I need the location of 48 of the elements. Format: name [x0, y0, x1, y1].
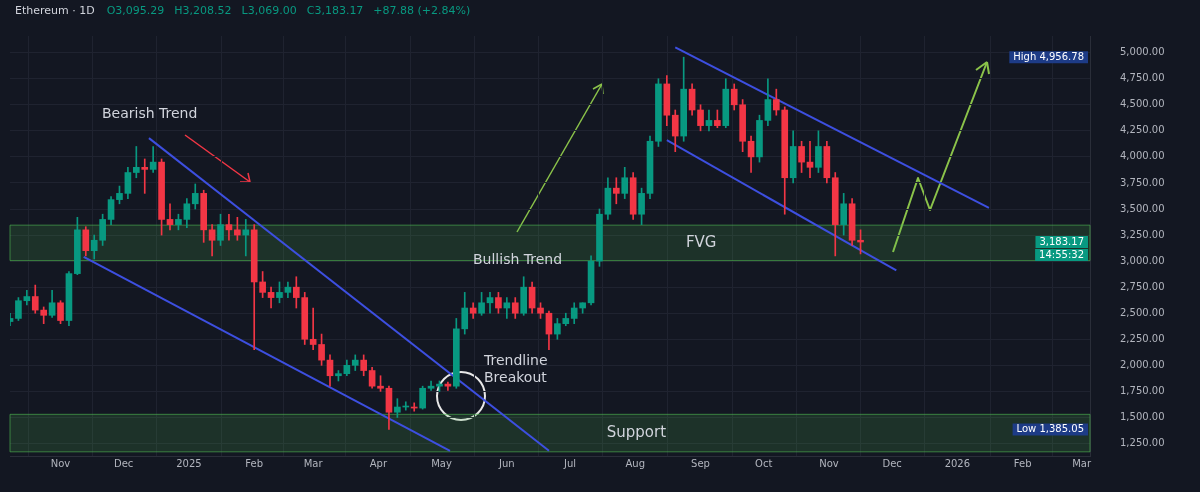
annotation: 3,183.17 — [1039, 235, 1084, 247]
y-tick-label: 4,750.00 — [1120, 72, 1165, 84]
x-tick-label: Nov — [50, 457, 71, 469]
x-tick-label: Oct — [755, 457, 773, 469]
x-tick-label: Sep — [691, 457, 710, 469]
x-tick-label: May — [431, 457, 452, 469]
y-tick-label: 1,250.00 — [1120, 437, 1165, 449]
text: H3,208.52 — [174, 3, 232, 17]
annotation: 14:55:32 — [1039, 248, 1085, 260]
x-tick-label: Mar — [303, 457, 324, 469]
annotation: Trendline Breakout — [483, 351, 548, 385]
x-tick-label: Dec — [114, 457, 134, 469]
band-label: Support — [606, 422, 667, 441]
band-label: FVG — [685, 232, 717, 251]
x-tick-label: Jun — [498, 457, 515, 469]
x-tick-label: 2026 — [944, 457, 971, 469]
text: C3,183.17 — [306, 3, 364, 17]
annotation: Low 1,385.05 — [1016, 423, 1084, 435]
y-tick-label: 4,000.00 — [1120, 150, 1165, 162]
annotation: Bullish Trend — [473, 250, 563, 267]
y-tick-label: 1,500.00 — [1120, 411, 1165, 423]
x-tick-label: Feb — [245, 457, 264, 469]
y-tick-label: 3,750.00 — [1120, 176, 1165, 188]
text: +87.88 (+2.84%) — [373, 3, 471, 17]
chart-title: Ethereum · 1D — [15, 3, 95, 17]
y-tick-label: 4,250.00 — [1120, 124, 1165, 136]
x-tick-label: Jul — [562, 457, 577, 469]
y-tick-label: 3,000.00 — [1120, 254, 1165, 266]
y-tick-label: 1,750.00 — [1120, 384, 1165, 396]
y-tick-label: 5,000.00 — [1120, 46, 1165, 58]
y-tick-label: 3,500.00 — [1120, 202, 1165, 214]
annotation: High 4,956.78 — [1013, 50, 1085, 62]
y-tick-label: 2,000.00 — [1120, 358, 1165, 370]
y-tick-label: 3,250.00 — [1120, 228, 1165, 240]
text: L3,069.00 — [241, 3, 297, 17]
x-tick-label: Dec — [882, 457, 902, 469]
x-tick-label: Mar — [1072, 457, 1092, 469]
y-tick-label: 4,500.00 — [1120, 98, 1165, 110]
x-tick-label: Feb — [1013, 457, 1032, 469]
x-tick-label: Apr — [369, 457, 388, 469]
x-tick-label: Aug — [625, 457, 646, 469]
y-tick-label: 2,250.00 — [1120, 332, 1165, 344]
x-tick-label: Nov — [819, 457, 839, 469]
annotation: Bearish Trend — [102, 104, 198, 121]
y-tick-label: 2,750.00 — [1120, 280, 1165, 292]
x-tick-label: 2025 — [176, 457, 202, 469]
text: O3,095.29 — [106, 3, 165, 17]
y-tick-label: 2,500.00 — [1120, 306, 1165, 318]
